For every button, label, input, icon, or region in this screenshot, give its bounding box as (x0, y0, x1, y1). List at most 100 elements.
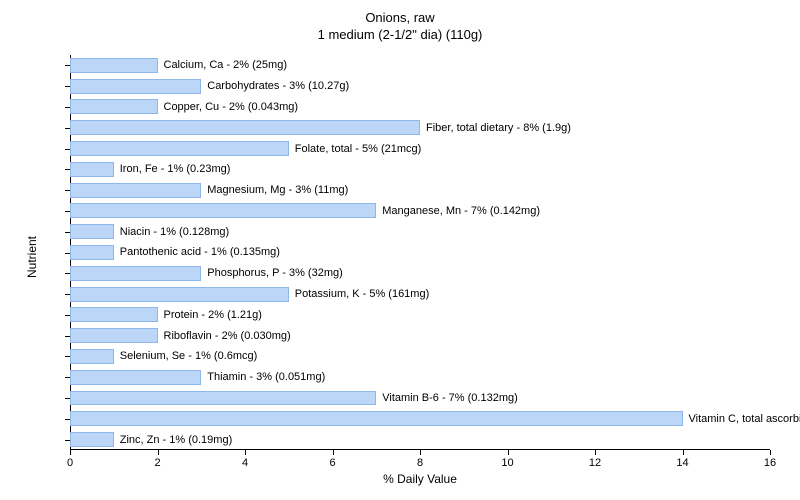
bar-label: Riboflavin - 2% (0.030mg) (160, 330, 291, 342)
bar-label: Protein - 2% (1.21g) (160, 309, 262, 321)
bar-row: Potassium, K - 5% (161mg) (70, 287, 770, 302)
x-tick (683, 450, 684, 455)
bar-row: Vitamin B-6 - 7% (0.132mg) (70, 391, 770, 406)
bar (70, 162, 114, 177)
y-tick (65, 149, 70, 150)
bar (70, 58, 158, 73)
y-axis-label: Nutrient (25, 235, 39, 277)
x-tick (420, 450, 421, 455)
bar (70, 183, 201, 198)
x-tick-label: 8 (417, 457, 423, 469)
y-tick (65, 440, 70, 441)
title-line-2: 1 medium (2-1/2" dia) (110g) (0, 27, 800, 44)
bar-label: Carbohydrates - 3% (10.27g) (203, 80, 349, 92)
y-tick (65, 273, 70, 274)
bar-label: Pantothenic acid - 1% (0.135mg) (116, 246, 280, 258)
bar-label: Calcium, Ca - 2% (25mg) (160, 59, 287, 71)
y-tick (65, 377, 70, 378)
bar (70, 370, 201, 385)
bar (70, 141, 289, 156)
bar-row: Carbohydrates - 3% (10.27g) (70, 79, 770, 94)
bar (70, 245, 114, 260)
bar-label: Potassium, K - 5% (161mg) (291, 288, 430, 300)
bar (70, 120, 420, 135)
bar-row: Selenium, Se - 1% (0.6mcg) (70, 349, 770, 364)
bar-label: Iron, Fe - 1% (0.23mg) (116, 163, 231, 175)
bar-row: Vitamin C, total ascorbic acid - 14% (8.… (70, 411, 770, 426)
bar (70, 349, 114, 364)
y-tick (65, 107, 70, 108)
y-tick (65, 336, 70, 337)
bar (70, 328, 158, 343)
y-tick (65, 398, 70, 399)
y-tick (65, 253, 70, 254)
bar (70, 287, 289, 302)
y-tick (65, 128, 70, 129)
y-tick (65, 294, 70, 295)
bar-row: Copper, Cu - 2% (0.043mg) (70, 99, 770, 114)
x-tick-label: 0 (67, 457, 73, 469)
bar-label: Selenium, Se - 1% (0.6mcg) (116, 350, 258, 362)
bar-row: Magnesium, Mg - 3% (11mg) (70, 183, 770, 198)
x-tick (70, 450, 71, 455)
x-tick (595, 450, 596, 455)
bar-label: Thiamin - 3% (0.051mg) (203, 371, 325, 383)
bar (70, 203, 376, 218)
bar-label: Niacin - 1% (0.128mg) (116, 226, 229, 238)
bar-label: Folate, total - 5% (21mcg) (291, 143, 422, 155)
y-tick (65, 315, 70, 316)
bar (70, 411, 683, 426)
nutrient-chart: Onions, raw 1 medium (2-1/2" dia) (110g)… (0, 0, 800, 500)
y-tick (65, 169, 70, 170)
x-tick (508, 450, 509, 455)
bar (70, 391, 376, 406)
x-tick-label: 12 (589, 457, 601, 469)
plot-area: Calcium, Ca - 2% (25mg) Carbohydrates - 3… (70, 55, 770, 450)
bar-row: Thiamin - 3% (0.051mg) (70, 370, 770, 385)
bars-container: Calcium, Ca - 2% (25mg) Carbohydrates - 3… (70, 55, 770, 450)
bar (70, 307, 158, 322)
bar (70, 266, 201, 281)
bar (70, 224, 114, 239)
bar-row: Fiber, total dietary - 8% (1.9g) (70, 120, 770, 135)
x-tick-label: 10 (501, 457, 513, 469)
x-tick-label: 2 (154, 457, 160, 469)
bar-row: Zinc, Zn - 1% (0.19mg) (70, 432, 770, 447)
bar-label: Fiber, total dietary - 8% (1.9g) (422, 122, 571, 134)
bar-label: Zinc, Zn - 1% (0.19mg) (116, 434, 232, 446)
y-tick (65, 65, 70, 66)
y-tick (65, 86, 70, 87)
bar-row: Riboflavin - 2% (0.030mg) (70, 328, 770, 343)
bar-row: Manganese, Mn - 7% (0.142mg) (70, 203, 770, 218)
bar-row: Niacin - 1% (0.128mg) (70, 224, 770, 239)
bar-row: Phosphorus, P - 3% (32mg) (70, 266, 770, 281)
bar-label: Manganese, Mn - 7% (0.142mg) (378, 205, 540, 217)
bar-row: Pantothenic acid - 1% (0.135mg) (70, 245, 770, 260)
x-tick (333, 450, 334, 455)
x-tick (245, 450, 246, 455)
x-tick (158, 450, 159, 455)
y-tick (65, 190, 70, 191)
y-tick (65, 211, 70, 212)
bar-row: Protein - 2% (1.21g) (70, 307, 770, 322)
chart-title: Onions, raw 1 medium (2-1/2" dia) (110g) (0, 10, 800, 44)
x-tick-label: 14 (676, 457, 688, 469)
bar-label: Vitamin B-6 - 7% (0.132mg) (378, 392, 518, 404)
bar (70, 99, 158, 114)
x-tick-label: 4 (242, 457, 248, 469)
bar-row: Calcium, Ca - 2% (25mg) (70, 58, 770, 73)
x-tick-label: 6 (329, 457, 335, 469)
x-axis-label: % Daily Value (70, 472, 770, 486)
title-line-1: Onions, raw (0, 10, 800, 27)
y-tick (65, 356, 70, 357)
bar-row: Folate, total - 5% (21mcg) (70, 141, 770, 156)
bar-label: Copper, Cu - 2% (0.043mg) (160, 101, 299, 113)
bar-row: Iron, Fe - 1% (0.23mg) (70, 162, 770, 177)
bar (70, 79, 201, 94)
x-tick (770, 450, 771, 455)
bar-label: Phosphorus, P - 3% (32mg) (203, 267, 343, 279)
bar-label: Magnesium, Mg - 3% (11mg) (203, 184, 348, 196)
bar-label: Vitamin C, total ascorbic acid - 14% (8.… (685, 413, 800, 425)
y-tick (65, 419, 70, 420)
bar (70, 432, 114, 447)
